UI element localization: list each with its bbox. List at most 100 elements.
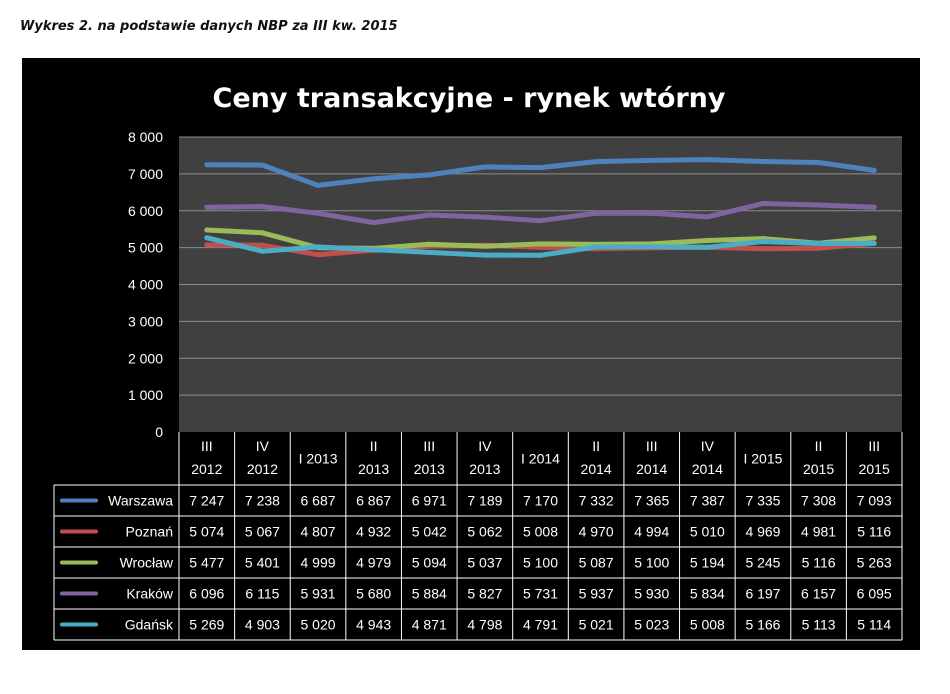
y-tick-label: 7 000 (128, 166, 163, 182)
data-point (704, 244, 710, 250)
legend-entry: Poznań (126, 524, 173, 540)
data-label: 6 687 (301, 493, 336, 509)
data-point (704, 237, 710, 243)
y-tick-label: 5 000 (128, 240, 163, 256)
data-label: 4 979 (356, 555, 391, 571)
data-label: 5 042 (412, 524, 447, 540)
data-label: 5 100 (523, 555, 558, 571)
x-tick-label: 2012 (191, 461, 222, 477)
data-label: 4 994 (634, 524, 669, 540)
line-chart: Ceny transakcyjne - rynek wtórny 0 1 000 2… (22, 58, 920, 650)
data-point (538, 241, 543, 247)
data-point (593, 244, 599, 250)
x-tick-label: IV (701, 438, 715, 454)
data-label: 6 867 (356, 493, 391, 509)
x-tick-label: III (646, 438, 658, 454)
data-label: 5 037 (467, 555, 502, 571)
data-label: 6 115 (245, 586, 279, 602)
data-label: 5 010 (690, 524, 725, 540)
data-point (871, 235, 877, 241)
data-label: 5 008 (690, 617, 725, 633)
data-label: 5 194 (690, 555, 725, 571)
data-point (204, 235, 210, 241)
data-point (649, 210, 655, 216)
data-point (204, 242, 210, 248)
y-tick-label: 2 000 (128, 350, 163, 366)
data-point (593, 210, 599, 216)
data-label: 5 245 (745, 555, 780, 571)
x-tick-label: 2012 (247, 461, 278, 477)
data-label: 6 095 (857, 586, 892, 602)
data-point (593, 159, 599, 165)
data-label: 5 074 (189, 524, 224, 540)
data-point (538, 165, 543, 171)
x-tick-label: III (423, 438, 435, 454)
data-label: 6 157 (801, 586, 836, 602)
data-point (482, 243, 488, 249)
x-tick-label: 2015 (859, 461, 890, 477)
data-label: 7 238 (245, 493, 280, 509)
x-tick-label: 2015 (803, 461, 834, 477)
data-point (704, 157, 710, 163)
data-point (816, 240, 822, 246)
data-label: 4 981 (801, 524, 836, 540)
data-label: 5 021 (579, 617, 614, 633)
data-label: 5 680 (356, 586, 391, 602)
data-point (371, 176, 377, 182)
data-label: 5 062 (467, 524, 502, 540)
data-label: 4 807 (301, 524, 336, 540)
data-label: 5 114 (857, 617, 891, 633)
data-label: 5 731 (523, 586, 558, 602)
data-label: 5 827 (467, 586, 502, 602)
x-tick-label: I 2015 (743, 451, 782, 467)
data-point (259, 204, 265, 210)
x-tick-label: II (815, 438, 823, 454)
x-tick-label: I 2014 (521, 451, 560, 467)
x-tick-label: III (201, 438, 213, 454)
data-label: 4 871 (412, 617, 447, 633)
data-label: 5 020 (301, 617, 336, 633)
data-point (538, 252, 543, 258)
data-point (426, 212, 432, 218)
data-point (760, 159, 766, 165)
data-label: 7 170 (523, 493, 558, 509)
legend-entry: Warszawa (108, 493, 173, 509)
data-label: 7 189 (467, 493, 502, 509)
x-tick-label: III (868, 438, 880, 454)
y-tick-label: 4 000 (128, 277, 163, 293)
data-point (704, 214, 710, 220)
data-label: 5 269 (189, 617, 224, 633)
data-label: 5 116 (802, 555, 836, 571)
x-tick-label: II (370, 438, 378, 454)
data-point (538, 218, 543, 224)
data-point (482, 164, 488, 170)
data-label: 4 969 (745, 524, 780, 540)
y-tick-label: 3 000 (128, 313, 163, 329)
legend-entry: Wrocław (120, 555, 174, 571)
data-label: 5 008 (523, 524, 558, 540)
data-point (315, 252, 321, 258)
data-label: 7 332 (579, 493, 614, 509)
data-point (816, 202, 822, 208)
data-label: 7 093 (857, 493, 892, 509)
y-tick-label: 6 000 (128, 203, 163, 219)
data-point (315, 210, 321, 216)
data-point (760, 239, 766, 245)
data-label: 5 931 (301, 586, 336, 602)
data-point (871, 240, 877, 246)
data-label: 5 116 (857, 524, 891, 540)
data-label: 5 937 (579, 586, 614, 602)
data-point (871, 167, 877, 173)
data-point (426, 249, 432, 255)
data-point (871, 204, 877, 210)
x-tick-label: IV (478, 438, 492, 454)
data-label: 4 903 (245, 617, 280, 633)
x-tick-label: 2014 (581, 461, 612, 477)
data-point (371, 220, 377, 226)
data-point (816, 160, 822, 166)
data-label: 7 247 (189, 493, 224, 509)
x-tick-label: 2013 (414, 461, 445, 477)
data-point (482, 214, 488, 220)
chart-title: Ceny transakcyjne - rynek wtórny (213, 83, 726, 114)
data-label: 6 971 (412, 493, 447, 509)
